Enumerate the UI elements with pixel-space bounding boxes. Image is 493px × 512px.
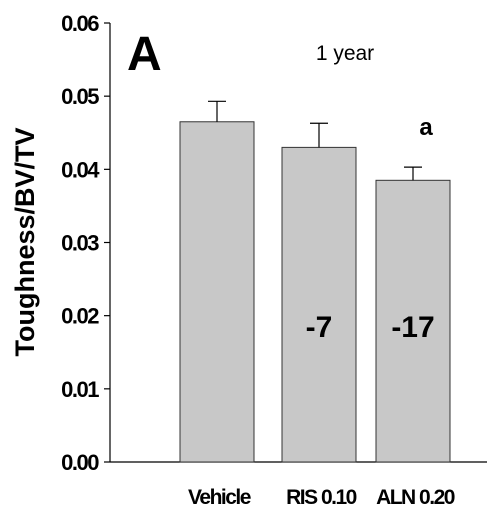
y-axis-label: Toughness/BV/TV xyxy=(10,127,40,356)
y-tick-label: 0.02 xyxy=(61,304,99,329)
x-tick-label: RIS 0.10 xyxy=(286,486,357,507)
y-tick-label: 0.04 xyxy=(61,157,100,182)
chart-subtitle: 1 year xyxy=(316,42,374,65)
bar xyxy=(375,179,451,463)
x-tick-label: Vehicle xyxy=(188,486,251,507)
y-tick-label: 0.01 xyxy=(61,377,99,402)
y-tick-label: 0.03 xyxy=(61,231,99,256)
y-tick-label: 0.06 xyxy=(61,11,99,36)
panel-label: A xyxy=(127,28,162,81)
y-tick-label: 0.00 xyxy=(61,450,99,475)
significance-marker: a xyxy=(419,114,433,141)
bar-percent-annotation: -7 xyxy=(306,311,333,344)
bar xyxy=(179,121,255,463)
bar-percent-annotation: -17 xyxy=(391,311,434,344)
bar xyxy=(281,146,357,463)
x-tick-label: ALN 0.20 xyxy=(376,486,455,507)
y-tick-label: 0.05 xyxy=(61,84,99,109)
